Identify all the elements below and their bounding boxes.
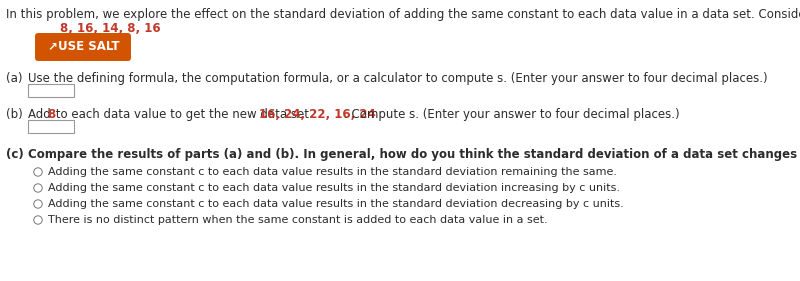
Text: Use the defining formula, the computation formula, or a calculator to compute s.: Use the defining formula, the computatio…	[28, 72, 768, 85]
Text: . Compute s. (Enter your answer to four decimal places.): . Compute s. (Enter your answer to four …	[344, 108, 680, 121]
Circle shape	[34, 200, 42, 208]
Text: (b): (b)	[6, 108, 22, 121]
Text: Adding the same constant c to each data value results in the standard deviation : Adding the same constant c to each data …	[48, 199, 624, 209]
FancyBboxPatch shape	[28, 120, 74, 133]
Text: Compare the results of parts (a) and (b). In general, how do you think the stand: Compare the results of parts (a) and (b)…	[28, 148, 800, 161]
Text: Add: Add	[28, 108, 54, 121]
Text: 16, 24, 22, 16, 24: 16, 24, 22, 16, 24	[259, 108, 376, 121]
FancyBboxPatch shape	[35, 33, 131, 61]
Text: (c): (c)	[6, 148, 24, 161]
Text: ↗: ↗	[47, 40, 57, 53]
Text: (a): (a)	[6, 72, 22, 85]
Text: There is no distinct pattern when the same constant is added to each data value : There is no distinct pattern when the sa…	[48, 215, 548, 225]
Text: to each data value to get the new data set: to each data value to get the new data s…	[51, 108, 312, 121]
Text: USE SALT: USE SALT	[58, 40, 120, 53]
FancyBboxPatch shape	[28, 84, 74, 97]
Text: In this problem, we explore the effect on the standard deviation of adding the s: In this problem, we explore the effect o…	[6, 8, 800, 21]
Text: 8: 8	[47, 108, 55, 121]
Text: Adding the same constant c to each data value results in the standard deviation : Adding the same constant c to each data …	[48, 183, 620, 193]
Circle shape	[34, 216, 42, 224]
Circle shape	[34, 184, 42, 192]
Text: Adding the same constant c to each data value results in the standard deviation : Adding the same constant c to each data …	[48, 167, 617, 177]
Text: 8, 16, 14, 8, 16: 8, 16, 14, 8, 16	[60, 22, 161, 35]
Circle shape	[34, 168, 42, 176]
